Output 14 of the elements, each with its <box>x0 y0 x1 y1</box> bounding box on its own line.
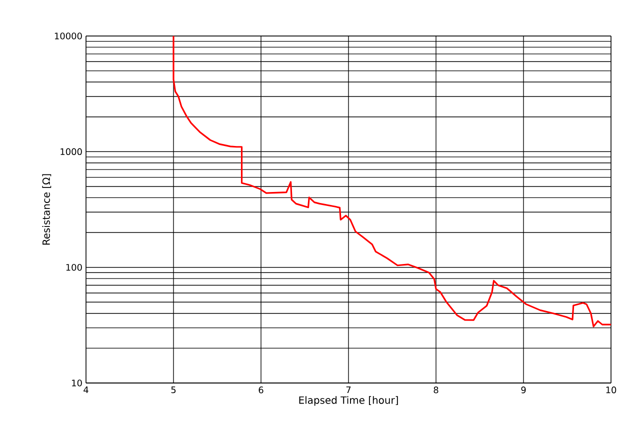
y-tick-label: 1000 <box>60 148 82 156</box>
y-tick-label: 100 <box>66 264 82 271</box>
x-tick-label: 5 <box>171 386 176 394</box>
x-tick-label: 4 <box>84 386 88 394</box>
x-tick-label: 8 <box>434 386 438 394</box>
line-series <box>172 36 612 328</box>
y-tick-label: 10 <box>72 380 82 386</box>
x-tick-label: 10 <box>606 386 616 394</box>
x-tick-label: 6 <box>258 386 264 394</box>
y-axis-title: Resistance [Ω] <box>42 174 52 245</box>
y-tick-label: 10000 <box>54 32 82 40</box>
x-tick-label: 7 <box>346 386 351 394</box>
x-axis-title: Elapsed Time [hour] <box>299 396 398 406</box>
x-tick-label: 9 <box>521 386 526 394</box>
